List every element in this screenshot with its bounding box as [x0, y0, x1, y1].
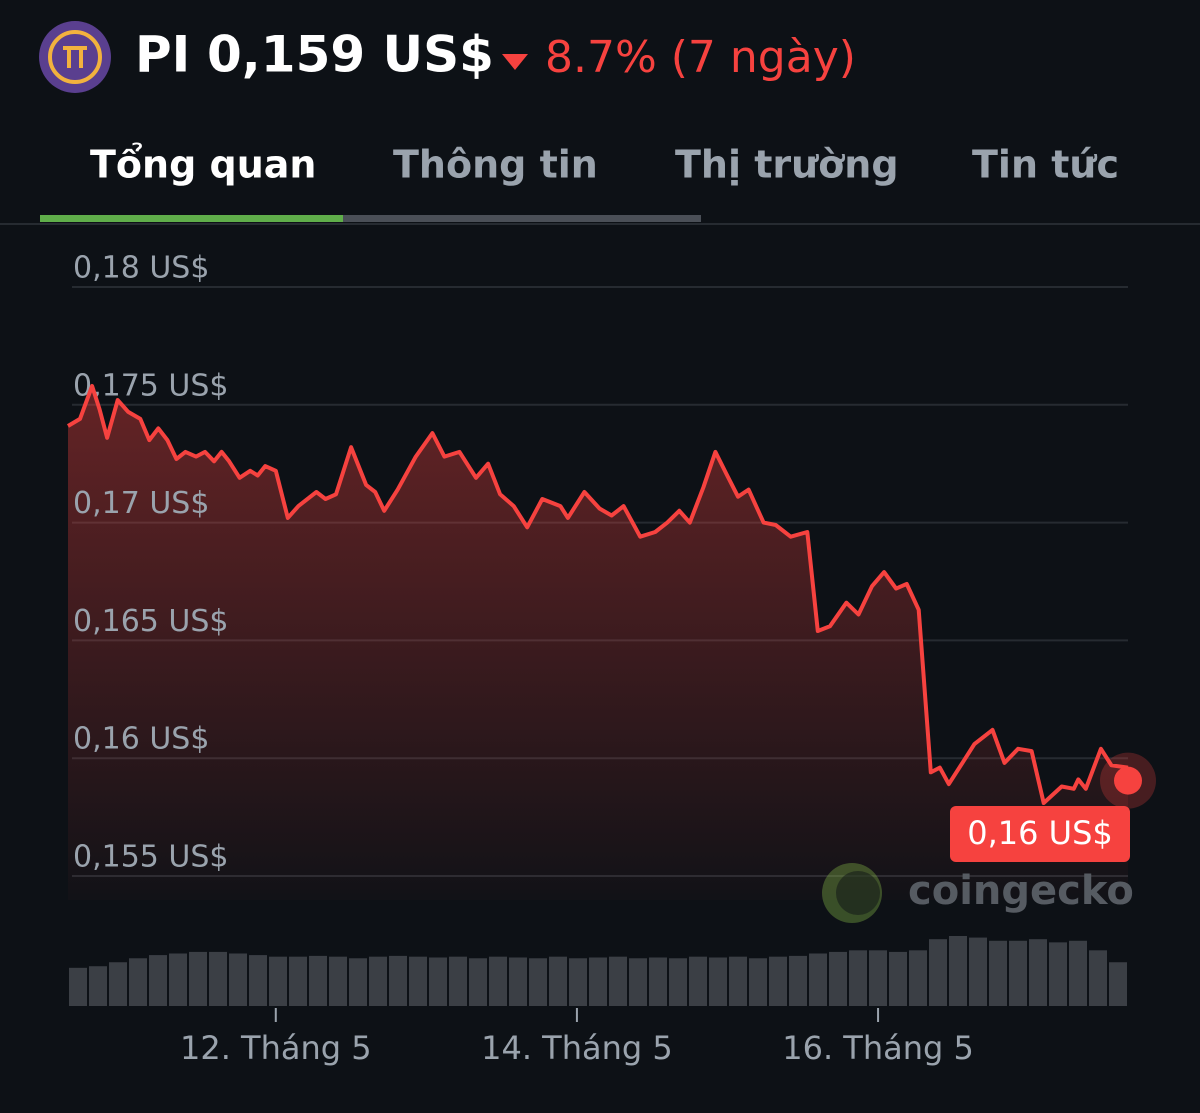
y-tick-label: 0,16 US$ [73, 722, 209, 757]
volume-bar [689, 956, 707, 1006]
volume-bar [309, 955, 327, 1006]
x-tick-label: 14. Tháng 5 [481, 1029, 673, 1067]
price-change: 8.7% (7 ngày) [545, 32, 856, 83]
volume-bar [69, 967, 87, 1006]
y-tick-label: 0,165 US$ [73, 604, 229, 639]
volume-bar [649, 957, 667, 1006]
volume-bar [769, 956, 787, 1006]
volume-bar [509, 957, 527, 1006]
volume-bar [869, 950, 887, 1006]
tab[interactable]: Tổng quan [90, 143, 316, 187]
divider [0, 223, 1200, 225]
price-line [66, 384, 1129, 805]
volume-bar [269, 956, 287, 1006]
x-tick-label: 12. Tháng 5 [180, 1029, 372, 1067]
last-label: 0,16 US$ [967, 814, 1113, 852]
tab[interactable]: Thông tin [393, 143, 598, 187]
volume-bar [529, 958, 547, 1006]
volume-bar [429, 957, 447, 1006]
volume-bar [1089, 950, 1107, 1006]
volume-bar [629, 958, 647, 1006]
volume-bar [809, 953, 827, 1006]
volume-bar [589, 957, 607, 1006]
volume-bar [929, 939, 947, 1006]
volume-bar [1049, 942, 1067, 1006]
volume-bar [829, 951, 847, 1006]
tab[interactable]: Tin tức [972, 143, 1119, 187]
volume-bar [489, 956, 507, 1006]
volume-bar [469, 958, 487, 1006]
volume-bar [709, 957, 727, 1006]
volume-bar [289, 956, 307, 1006]
volume-bar [849, 950, 867, 1006]
tab[interactable]: Thị trường [675, 143, 899, 187]
volume-bar [989, 940, 1007, 1006]
price-area [68, 386, 1128, 900]
volume-bar [109, 962, 127, 1006]
tab-indicator [40, 215, 343, 222]
volume-bar [949, 936, 967, 1006]
y-tick-label: 0,18 US$ [73, 251, 209, 286]
x-tick-label: 16. Tháng 5 [782, 1029, 974, 1067]
tab-track [343, 215, 701, 222]
volume-bar [329, 956, 347, 1006]
volume-bar [969, 937, 987, 1006]
volume-bar [349, 958, 367, 1006]
volume-bar [909, 950, 927, 1006]
last-label-box [950, 806, 1130, 862]
volume-bar [129, 958, 147, 1006]
volume-bar [1029, 939, 1047, 1006]
coin-price: 0,159 US$ [207, 26, 494, 84]
volume-bar [209, 951, 227, 1006]
coin-logo [39, 21, 111, 93]
volume-bar [249, 955, 267, 1006]
volume-bar [1009, 940, 1027, 1006]
volume-bar [889, 951, 907, 1006]
watermark-text: coingecko [908, 868, 1134, 914]
volume-bar [169, 953, 187, 1006]
volume-bar [1109, 962, 1127, 1006]
last-point [1114, 766, 1142, 795]
watermark: coingecko [822, 863, 1134, 923]
y-tick-label: 0,17 US$ [73, 486, 209, 521]
volume-bar [549, 956, 567, 1006]
volume-bar [569, 958, 587, 1006]
volume-bar [449, 956, 467, 1006]
volume-bar [229, 953, 247, 1006]
volume-bar [409, 956, 427, 1006]
volume-bar [789, 955, 807, 1006]
coin-symbol: PI [135, 26, 190, 84]
volume-bar [669, 958, 687, 1006]
volume-bar [749, 958, 767, 1006]
y-tick-label: 0,175 US$ [73, 368, 229, 403]
volume-bar [729, 956, 747, 1006]
volume-bar [149, 955, 167, 1006]
volume-bar [189, 951, 207, 1006]
y-tick-label: 0,155 US$ [73, 840, 229, 875]
down-arrow [502, 54, 528, 70]
volume-bar [369, 956, 387, 1006]
volume-bar [389, 955, 407, 1006]
volume-bar [609, 956, 627, 1006]
volume-bar [1069, 940, 1087, 1006]
volume-bar [89, 966, 107, 1006]
